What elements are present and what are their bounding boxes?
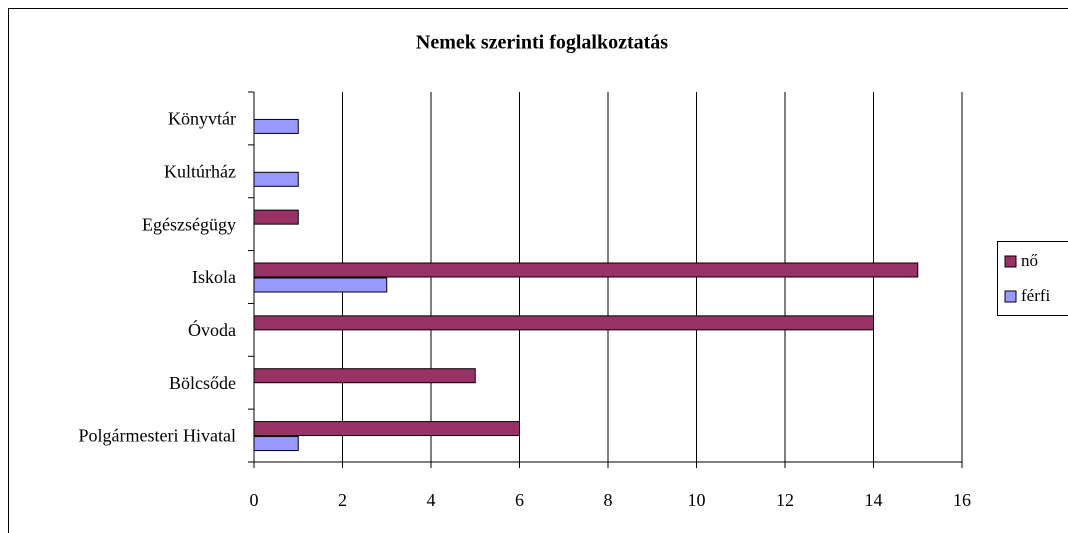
bar	[253, 262, 919, 278]
legend-label: férfi	[1021, 286, 1051, 305]
legend-swatch	[1004, 255, 1017, 268]
bar	[253, 277, 388, 293]
x-tick-label: 10	[688, 490, 706, 510]
y-tick-label: Iskola	[192, 267, 236, 287]
y-tick-label: Könyvtár	[168, 109, 236, 129]
y-tick-label: Kultúrház	[164, 161, 236, 181]
x-tick-label: 16	[953, 490, 971, 510]
bar	[253, 315, 874, 331]
y-tick-label: Egészségügy	[142, 214, 236, 234]
y-tick-label: Bölcsőde	[169, 373, 236, 393]
y-tick-label: Polgármesteri Hivatal	[79, 426, 236, 446]
x-tick-label: 4	[427, 490, 436, 510]
bar	[253, 171, 299, 187]
x-tick-label: 12	[776, 490, 794, 510]
x-tick-label: 8	[604, 490, 613, 510]
y-tick-label: Óvoda	[188, 319, 236, 340]
legend-swatch	[1004, 290, 1017, 303]
bar	[253, 421, 520, 437]
bar	[253, 368, 476, 384]
chart-title: Nemek szerinti foglalkoztatás	[416, 32, 668, 54]
x-tick-label: 14	[865, 490, 883, 510]
x-tick-label: 2	[338, 490, 347, 510]
bar	[253, 209, 299, 225]
legend-label: nő	[1021, 251, 1038, 270]
x-tick-label: 0	[250, 490, 259, 510]
bar	[253, 436, 299, 452]
bar	[253, 118, 299, 134]
legend-box	[997, 241, 1068, 316]
x-tick-label: 6	[515, 490, 524, 510]
